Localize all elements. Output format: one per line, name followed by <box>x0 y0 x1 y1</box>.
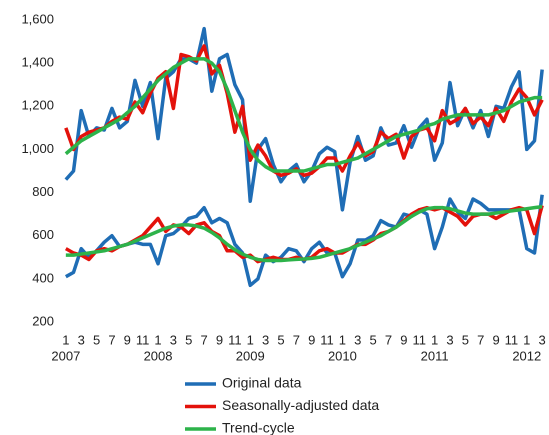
x-tick-label: 5 <box>277 332 284 347</box>
y-tick-label: 1,400 <box>21 55 54 70</box>
legend-text: Trend-cycle <box>222 420 295 435</box>
y-tick-label: 1,000 <box>21 141 54 156</box>
x-tick-label: 7 <box>477 332 484 347</box>
legend-text: Seasonally-adjusted data <box>222 397 379 413</box>
y-tick-label: 1,200 <box>21 98 54 113</box>
x-tick-label: 11 <box>136 332 150 347</box>
x-tick-label: 11 <box>412 332 426 347</box>
x-tick-label: 3 <box>262 332 269 347</box>
x-tick-label: 7 <box>201 332 208 347</box>
legend-text: Original data <box>222 375 302 391</box>
x-tick-label: 1 <box>339 332 346 347</box>
x-tick-label: 7 <box>385 332 392 347</box>
x-tick-label: 3 <box>78 332 85 347</box>
x-tick-label: 11 <box>228 332 242 347</box>
year-label: 2009 <box>236 348 265 363</box>
year-label: 2007 <box>51 348 80 363</box>
x-tick-label: 1 <box>431 332 438 347</box>
x-tick-label: 11 <box>320 332 334 347</box>
x-tick-label: 7 <box>293 332 300 347</box>
x-tick-label: 5 <box>93 332 100 347</box>
x-tick-label: 5 <box>185 332 192 347</box>
year-label: 2011 <box>421 348 449 363</box>
x-tick-label: 9 <box>492 332 499 347</box>
x-tick-label: 3 <box>170 332 177 347</box>
x-tick-label: 11 <box>505 332 519 347</box>
x-tick-label: 9 <box>216 332 223 347</box>
x-tick-label: 7 <box>108 332 115 347</box>
year-label: 2008 <box>144 348 173 363</box>
year-label: 2012 <box>512 348 541 363</box>
x-tick-label: 5 <box>370 332 377 347</box>
x-tick-label: 3 <box>354 332 361 347</box>
x-tick-label: 9 <box>124 332 131 347</box>
x-tick-label: 5 <box>462 332 469 347</box>
y-tick-label: 200 <box>32 313 54 328</box>
x-tick-label: 9 <box>308 332 315 347</box>
series-line <box>65 204 543 263</box>
x-tick-label: 1 <box>247 332 254 347</box>
series-line <box>64 194 544 288</box>
y-tick-label: 1,600 <box>21 11 54 26</box>
x-tick-label: 1 <box>523 332 530 347</box>
year-label: 2010 <box>328 348 357 363</box>
x-tick-label: 3 <box>539 332 546 347</box>
x-tick-label: 3 <box>446 332 453 347</box>
x-tick-label: 9 <box>400 332 407 347</box>
series-line <box>64 44 544 178</box>
y-tick-label: 400 <box>32 270 54 285</box>
y-tick-label: 600 <box>32 227 54 242</box>
x-tick-label: 1 <box>154 332 161 347</box>
x-tick-label: 1 <box>62 332 69 347</box>
y-tick-label: 800 <box>32 184 54 199</box>
series-line <box>64 57 543 173</box>
